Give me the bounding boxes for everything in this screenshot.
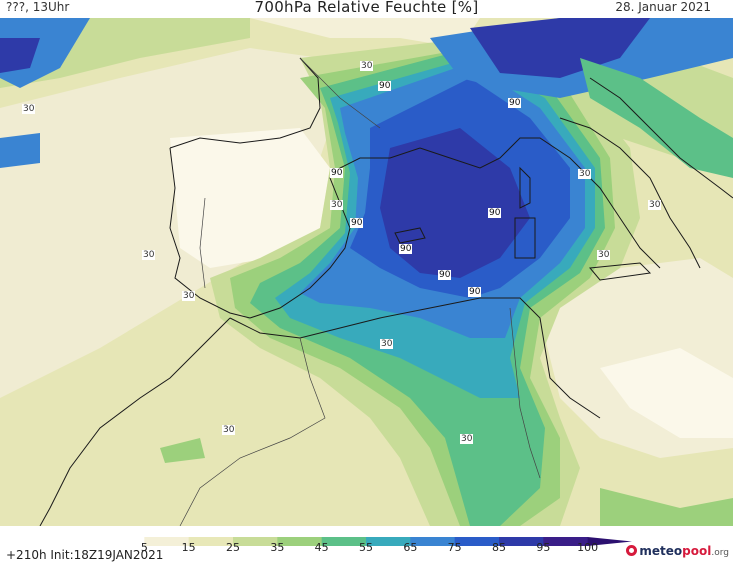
contour-label: 90 — [399, 244, 413, 254]
colorbar-swatch — [543, 537, 589, 546]
run-info: +210h Init:18Z19JAN2021 — [6, 548, 164, 562]
colorbar-swatch — [321, 537, 367, 546]
colorbar-swatch — [410, 537, 456, 546]
coast-italy-adriatic — [559, 117, 701, 269]
saturated-zone-alps — [470, 18, 650, 78]
country-borders — [179, 57, 541, 526]
saturated-core — [380, 128, 530, 278]
colorbar-swatch — [277, 537, 323, 546]
coast-corsica — [519, 166, 531, 209]
colorbar-swatch — [144, 537, 190, 546]
contour-label: 90 — [508, 98, 522, 108]
contour-label: 90 — [378, 81, 392, 91]
contour-label: 30 — [648, 200, 662, 210]
logo-text-main: meteo — [639, 544, 683, 558]
contour-label: 90 — [488, 208, 502, 218]
contour-label: 30 — [460, 434, 474, 444]
contour-label: 30 — [22, 104, 36, 114]
location-pin-icon — [626, 545, 638, 556]
colorbar-scale — [100, 537, 632, 546]
colorbar-tick-label: 65 — [403, 541, 418, 554]
coast-spain-east — [249, 147, 421, 319]
coast-balkans — [589, 77, 733, 199]
colorbar-swatch — [587, 537, 632, 546]
contour-label: 90 — [350, 218, 364, 228]
contour-label: 30 — [142, 250, 156, 260]
coast-france-italy — [419, 137, 661, 269]
contour-label: 30 — [182, 291, 196, 301]
header-bar: ???, 13Uhr 700hPa Relative Feuchte [%] 2… — [0, 0, 733, 18]
contour-label: 30 — [380, 339, 394, 349]
colorbar-tick-label: 55 — [359, 541, 373, 554]
contour-label: 30 — [360, 61, 374, 71]
border-spain-portugal — [199, 197, 206, 289]
saturated-zone-nw — [0, 38, 40, 73]
map-title: 700hPa Relative Feuchte [%] — [254, 0, 479, 16]
coast-morocco — [39, 317, 231, 526]
valid-date: 28. Januar 2021 — [615, 0, 711, 14]
humid-zone-adriatic — [580, 58, 733, 178]
humidity-field — [0, 18, 733, 526]
border-france-spain — [299, 57, 381, 129]
coast-iberia-north — [169, 57, 321, 149]
colorbar-tick-label: 75 — [447, 541, 462, 554]
logo-text-accent: pool — [682, 544, 712, 558]
dry-zone-north — [250, 18, 480, 48]
logo-text-suffix: .org — [711, 548, 729, 558]
dry-zone-libya — [600, 348, 733, 438]
coast-sicily — [589, 262, 652, 281]
moist-patch-atlas — [160, 438, 205, 463]
meteopool-logo[interactable]: meteopool.org — [626, 544, 729, 558]
contour-label: 30 — [578, 169, 592, 179]
valid-weekday-time: ???, 13Uhr — [6, 0, 70, 14]
colorbar-swatch — [233, 537, 278, 546]
colorbar-tick-label: 100 — [577, 541, 599, 554]
coast-sardinia — [514, 217, 536, 259]
dry-zone-iberia — [170, 128, 330, 268]
colorbar-swatch — [188, 537, 234, 546]
colorbar-swatch — [366, 537, 411, 546]
colorbar-tick-label: 45 — [314, 541, 329, 554]
coast-mallorca — [394, 227, 426, 244]
colorbar-swatch — [100, 537, 145, 546]
moist-zone-se — [600, 488, 733, 526]
contour-label: 90 — [330, 168, 344, 178]
colorbar-swatch — [499, 537, 544, 546]
coast-portugal — [169, 147, 251, 319]
footer-bar: 5 15 25 35 45 55 65 75 85 95 100 +210h Init:18Z19J… — [0, 526, 733, 566]
colorbar-tick-label: 15 — [181, 541, 196, 554]
border-algeria-tunisia — [509, 307, 541, 479]
colorbar-tick-label: 5 — [140, 541, 148, 554]
colorbar-tick-label: 35 — [270, 541, 285, 554]
humid-patch-west — [0, 133, 40, 168]
humid-zone-nw — [0, 18, 90, 88]
contour-label: 30 — [330, 200, 344, 210]
contour-label: 90 — [438, 270, 452, 280]
humidity-map: 30 30 90 90 90 30 90 90 90 90 90 30 30 3… — [0, 18, 733, 526]
contour-label: 30 — [222, 425, 236, 435]
humidity-colorbar — [100, 531, 632, 546]
border-morocco-algeria — [179, 337, 326, 526]
colorbar-tick-label: 95 — [536, 541, 551, 554]
colorbar-tick-label: 25 — [226, 541, 240, 554]
colorbar-swatch — [454, 537, 500, 546]
contour-label: 30 — [597, 250, 611, 260]
contour-label: 90 — [468, 287, 482, 297]
colorbar-tick-label: 85 — [492, 541, 506, 554]
